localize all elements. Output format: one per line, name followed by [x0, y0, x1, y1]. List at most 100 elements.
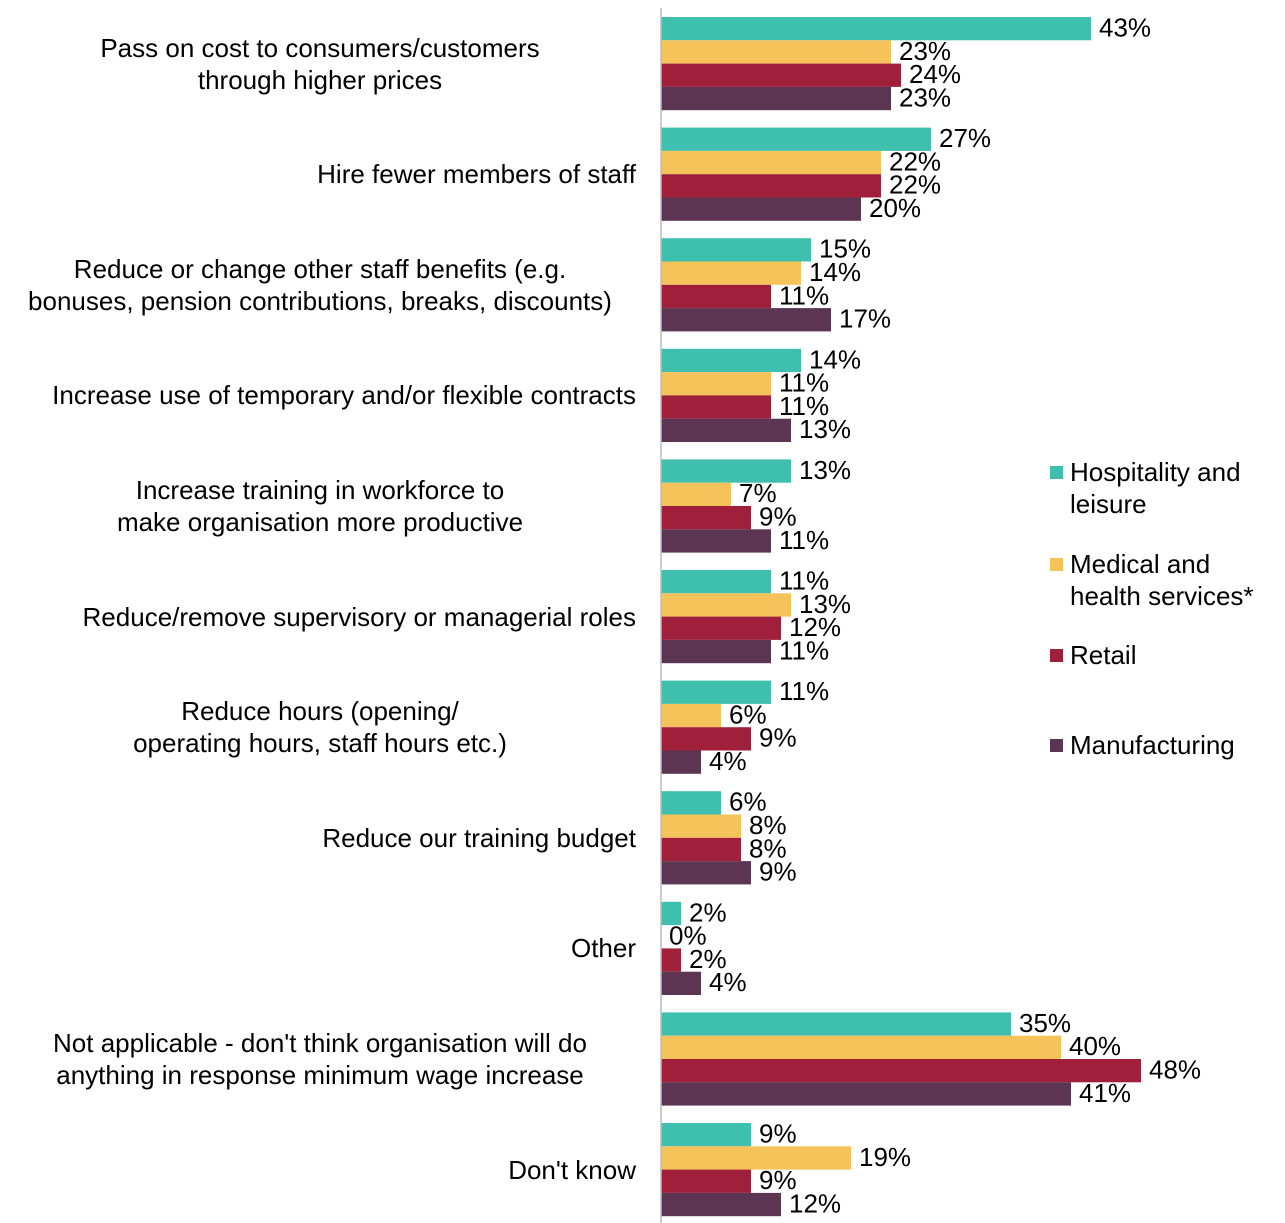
value-label: 22%: [889, 170, 941, 200]
bar: [661, 529, 771, 553]
category-label: Hire fewer members of staff: [4, 158, 636, 190]
category-label-text: Increase use of temporary and/or flexibl…: [52, 380, 636, 411]
bar: [661, 1192, 781, 1217]
value-label: 9%: [759, 1119, 797, 1149]
bar: [661, 814, 741, 838]
bar: [661, 506, 751, 530]
bar: [661, 86, 891, 111]
bar: [661, 1146, 851, 1170]
value-label: 7%: [739, 478, 777, 508]
bar: [661, 459, 791, 483]
value-label: 13%: [799, 589, 851, 619]
value-label: 11%: [779, 676, 829, 706]
bar: [661, 680, 771, 704]
bar: [661, 1169, 751, 1193]
value-label: 13%: [799, 414, 851, 444]
bar: [661, 1082, 1071, 1106]
bar: [661, 418, 791, 442]
category-label-text: Reduce hours (opening/ operating hours, …: [133, 696, 507, 759]
legend-swatch: [1050, 649, 1063, 662]
legend-label: Retail: [1070, 640, 1137, 670]
value-label: 22%: [889, 146, 941, 176]
category-label: Increase training in workforce to make o…: [4, 474, 636, 538]
bar: [661, 127, 931, 151]
value-label: 11%: [779, 635, 829, 665]
category-label-text: Reduce/remove supervisory or managerial …: [82, 601, 636, 632]
legend-label: Manufacturing: [1070, 730, 1235, 760]
bar: [661, 482, 731, 506]
value-label: 14%: [809, 344, 861, 374]
bar: [661, 703, 721, 728]
value-label: 0%: [669, 921, 707, 951]
value-label: 11%: [779, 525, 829, 555]
value-label: 14%: [809, 257, 861, 287]
bar: [661, 1123, 751, 1147]
value-label: 2%: [689, 897, 727, 927]
category-label: Don't know: [4, 1154, 636, 1186]
category-label-text: Reduce or change other staff benefits (e…: [28, 253, 612, 316]
bar: [661, 1035, 1061, 1059]
value-label: 12%: [789, 612, 841, 642]
value-label: 23%: [899, 36, 951, 66]
bar: [661, 791, 721, 815]
value-label: 40%: [1069, 1031, 1121, 1061]
bar: [661, 948, 681, 972]
value-label: 43%: [1099, 13, 1151, 43]
legend-swatch: [1050, 739, 1063, 752]
value-label: 6%: [729, 699, 767, 729]
legend-label: Hospitality and leisure: [1070, 457, 1241, 519]
category-label: Increase use of temporary and/or flexibl…: [4, 379, 636, 411]
category-label-text: Pass on cost to consumers/customers thro…: [100, 32, 540, 95]
bar: [661, 901, 681, 926]
bar: [661, 40, 891, 64]
bar: [661, 1012, 1011, 1036]
bar: [661, 150, 881, 175]
bar: [661, 639, 771, 664]
value-label: 15%: [819, 234, 871, 264]
value-label: 35%: [1019, 1008, 1071, 1038]
legend-swatch: [1050, 466, 1063, 479]
bar: [661, 261, 801, 285]
value-label: 41%: [1079, 1078, 1131, 1108]
category-label-text: Increase training in workforce to make o…: [116, 475, 524, 537]
value-label: 17%: [839, 304, 891, 334]
bar: [661, 372, 771, 396]
value-label: 11%: [779, 368, 829, 398]
legend-label: Medical and health services*: [1070, 549, 1254, 611]
bar: [661, 348, 801, 373]
value-label: 9%: [759, 1165, 797, 1195]
value-label: 9%: [759, 502, 797, 532]
bar: [661, 570, 771, 594]
value-label: 4%: [709, 967, 747, 997]
bar: [661, 63, 901, 87]
value-label: 19%: [859, 1142, 911, 1172]
bar: [661, 750, 701, 774]
value-label: 12%: [789, 1188, 841, 1218]
category-label-text: Don't know: [508, 1154, 636, 1185]
value-label: 9%: [759, 723, 797, 753]
bar: [661, 174, 881, 198]
value-label: 6%: [729, 787, 767, 817]
value-label: 11%: [779, 391, 829, 421]
value-label: 27%: [939, 123, 991, 153]
category-label: Reduce or change other staff benefits (e…: [4, 253, 636, 317]
bar: [661, 593, 791, 617]
value-label: 24%: [909, 59, 961, 89]
bar: [661, 837, 741, 862]
category-label: Reduce hours (opening/ operating hours, …: [4, 695, 636, 759]
bar: [661, 284, 771, 309]
legend-swatch: [1050, 558, 1063, 571]
value-label: 9%: [759, 857, 797, 887]
category-label: Reduce our training budget: [4, 822, 636, 854]
bar: [661, 971, 701, 995]
value-label: 23%: [899, 82, 951, 112]
value-label: 8%: [749, 810, 787, 840]
value-label: 8%: [749, 833, 787, 863]
value-label: 13%: [799, 455, 851, 485]
category-label-text: Other: [570, 933, 636, 964]
bar: [661, 395, 771, 419]
value-label: 20%: [869, 193, 921, 223]
category-label: Other: [4, 932, 636, 964]
value-label: 11%: [779, 566, 829, 596]
